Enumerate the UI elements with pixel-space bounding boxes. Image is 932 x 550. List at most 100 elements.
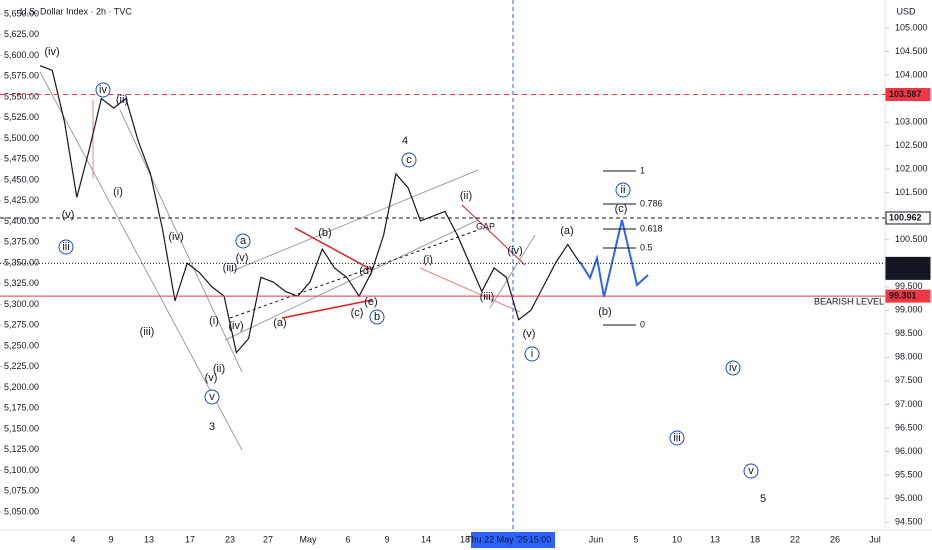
x-tick-label: 10 (672, 534, 682, 544)
y2-tick-label: 98.500 (895, 328, 923, 338)
x-tick-label: Jun (589, 534, 604, 544)
y-tick-label: 5,475.00 (4, 154, 39, 164)
wave-label: (v) (236, 252, 249, 264)
wave-line (419, 267, 521, 313)
wave-label: (iv) (168, 231, 183, 243)
x-tick-label: 22 (790, 534, 800, 544)
wave-label: (d) (359, 265, 372, 277)
y2-tick-label: 102.000 (895, 164, 928, 174)
y2-tick-label: 95.500 (895, 469, 923, 479)
fib-label: 0.786 (640, 198, 663, 208)
x-tick-label: 13 (710, 534, 720, 544)
wave-label: a (240, 235, 247, 247)
y-tick-label: 5,500.00 (4, 133, 39, 143)
y-tick-label: 5,575.00 (4, 71, 39, 81)
x-tick-label: 17 (185, 534, 195, 544)
wave-label: (iii) (140, 326, 155, 338)
wave-label: (iv) (507, 245, 522, 257)
wave-circle (204, 389, 220, 405)
y-tick-label: 5,625.00 (4, 29, 39, 39)
wave-circle (743, 463, 759, 479)
y2-tick-label: 96.500 (895, 422, 923, 432)
countdown: 01:06:57 (889, 268, 924, 278)
y-tick-label: 5,375.00 (4, 237, 39, 247)
y2-tick-label: 105.000 (895, 22, 928, 32)
y2-tick-label: 96.000 (895, 446, 923, 456)
wave-circle (369, 309, 385, 325)
price-label: 99.301 (889, 290, 917, 300)
wave-label: (iii) (223, 262, 238, 274)
y-tick-label: 5,200.00 (4, 382, 39, 392)
price-label-box (885, 87, 931, 101)
wave-label: (i) (209, 315, 219, 327)
y-tick-label: 5,250.00 (4, 340, 39, 350)
wave-label: (b) (598, 306, 611, 318)
wave-label: (ii) (116, 94, 128, 106)
wave-label: ii (621, 184, 626, 196)
y2-tick-label: 99.000 (895, 305, 923, 315)
y-tick-label: 5,325.00 (4, 278, 39, 288)
wave-line (294, 227, 373, 271)
wave-label: (v) (62, 209, 75, 221)
wave-label: (ii) (460, 190, 472, 202)
wave-label: 3 (209, 421, 215, 433)
wave-label: i (531, 348, 533, 360)
x-tick-label: 9 (384, 534, 389, 544)
wave-circle (669, 430, 685, 446)
wave-circle (725, 360, 741, 376)
wave-label: (c) (351, 307, 364, 319)
y-tick-label: 5,650.00 (4, 8, 39, 18)
y-tick-label: 5,300.00 (4, 299, 39, 309)
channel-line (229, 169, 479, 273)
wave-label: b (374, 311, 380, 323)
y-tick-label: 5,050.00 (4, 506, 39, 516)
channel-line (119, 109, 243, 373)
y-tick-label: 5,075.00 (4, 486, 39, 496)
y2-tick-label: 100.500 (895, 234, 928, 244)
wave-label: (a) (560, 225, 573, 237)
price-label-box (885, 289, 931, 303)
wave-label: (b) (318, 227, 331, 239)
y-tick-label: 5,600.00 (4, 50, 39, 60)
wave-label: (iii) (480, 291, 495, 303)
wave-label: (v) (205, 372, 218, 384)
wave-label: iii (673, 432, 680, 444)
x-tick-label: 9 (108, 534, 113, 544)
wave-label: v (209, 391, 215, 403)
wave-circle (95, 82, 111, 98)
y2-tick-label: 101.500 (895, 187, 928, 197)
y2-tick-label: 103.000 (895, 116, 928, 126)
wave-label: (i) (113, 186, 123, 198)
fib-label: 0.618 (640, 223, 663, 233)
x-tick-label: 5 (633, 534, 638, 544)
y2-tick-label: 104.000 (895, 69, 928, 79)
y-tick-label: 5,100.00 (4, 465, 39, 475)
y-tick-label: 5,550.00 (4, 91, 39, 101)
price-line (39, 65, 581, 354)
date-highlight (471, 532, 555, 548)
y2-tick-label: 102.500 (895, 140, 928, 150)
wave-label: v (748, 465, 754, 477)
price-label-box (885, 211, 931, 225)
wave-label: iv (99, 84, 107, 96)
x-tick-label: 4 (70, 534, 75, 544)
y-tick-label: 5,125.00 (4, 444, 39, 454)
y-tick-label: 5,350.00 (4, 257, 39, 267)
y-tick-label: 5,450.00 (4, 174, 39, 184)
x-tick-label: 18 (750, 534, 760, 544)
y2-tick-label: 97.000 (895, 399, 923, 409)
projection (579, 219, 649, 298)
wave-label: (iv) (44, 46, 59, 58)
x-tick-label: 15:00 (529, 534, 552, 544)
wave-circle (235, 233, 251, 249)
price-label: 99.997 (889, 258, 917, 268)
x-tick-label: 26 (830, 534, 840, 544)
y-tick-label: 5,400.00 (4, 216, 39, 226)
x-tick-label: 13 (144, 534, 154, 544)
wave-circle (615, 182, 631, 198)
x-tick-label: 23 (225, 534, 235, 544)
x-tick-label: May (299, 534, 317, 544)
y2-tick-label: 94.500 (895, 516, 923, 526)
